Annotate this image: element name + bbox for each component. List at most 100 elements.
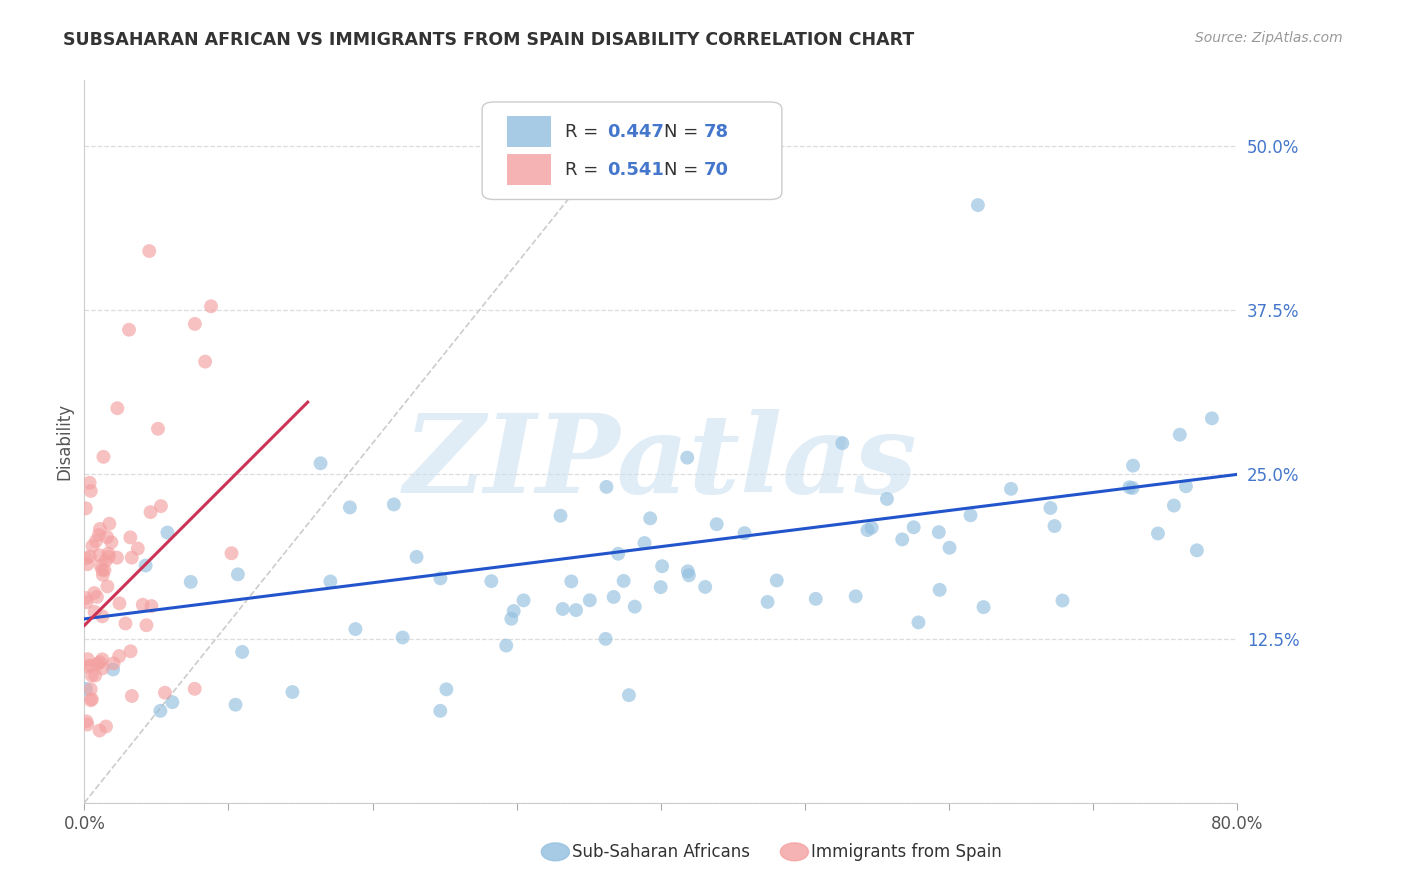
Point xyxy=(633,536,655,550)
Point xyxy=(135,558,157,573)
Point xyxy=(1163,499,1185,513)
Point xyxy=(103,657,125,671)
Point xyxy=(650,580,672,594)
Point xyxy=(845,590,868,604)
Point xyxy=(891,533,914,547)
Point xyxy=(429,704,451,718)
Point xyxy=(80,692,103,706)
Y-axis label: Disability: Disability xyxy=(55,403,73,480)
Point xyxy=(1121,481,1143,495)
Point xyxy=(501,612,523,626)
Bar xyxy=(508,116,551,147)
Point xyxy=(93,450,115,464)
Point xyxy=(391,631,413,645)
Point xyxy=(108,596,131,610)
Point xyxy=(105,550,128,565)
Point xyxy=(121,550,143,565)
Point xyxy=(623,599,645,614)
Point xyxy=(706,517,728,532)
Point xyxy=(1039,500,1062,515)
Point xyxy=(86,657,108,671)
Point xyxy=(141,599,163,613)
Point xyxy=(96,579,118,593)
Text: SUBSAHARAN AFRICAN VS IMMIGRANTS FROM SPAIN DISABILITY CORRELATION CHART: SUBSAHARAN AFRICAN VS IMMIGRANTS FROM SP… xyxy=(63,31,914,49)
Point xyxy=(309,456,332,470)
Point xyxy=(831,436,853,450)
Point xyxy=(76,717,98,731)
Point xyxy=(101,663,124,677)
Point xyxy=(89,549,111,563)
Point xyxy=(225,698,247,712)
Point xyxy=(1174,479,1197,493)
Point xyxy=(90,558,112,573)
Point xyxy=(91,661,114,675)
Point xyxy=(76,558,98,572)
Point xyxy=(75,681,97,696)
Point xyxy=(118,323,141,337)
Point xyxy=(551,602,574,616)
Point xyxy=(120,644,142,658)
Text: Immigrants from Spain: Immigrants from Spain xyxy=(811,843,1002,861)
Point xyxy=(75,591,97,605)
Point xyxy=(1168,427,1191,442)
Point xyxy=(75,714,97,729)
Point xyxy=(876,491,898,506)
Point xyxy=(281,685,304,699)
Point xyxy=(512,593,534,607)
Point xyxy=(1043,519,1066,533)
Point xyxy=(959,508,981,523)
Point xyxy=(84,668,107,682)
Point xyxy=(98,516,121,531)
Point xyxy=(84,534,107,549)
Text: ZIPatlas: ZIPatlas xyxy=(404,409,918,517)
Point xyxy=(108,648,131,663)
Point xyxy=(89,723,111,738)
Point xyxy=(617,688,640,702)
Point xyxy=(87,528,110,542)
Point xyxy=(100,535,122,549)
Text: N =: N = xyxy=(664,123,704,141)
Point xyxy=(194,354,217,368)
Point xyxy=(1185,543,1208,558)
Point xyxy=(928,525,950,540)
Point xyxy=(89,522,111,536)
Point xyxy=(856,523,879,537)
Point xyxy=(550,508,572,523)
Point xyxy=(578,593,600,607)
Point xyxy=(429,571,451,585)
Point xyxy=(602,590,624,604)
Point xyxy=(127,541,149,556)
Point xyxy=(132,598,155,612)
Point xyxy=(96,530,118,544)
Point xyxy=(502,604,524,618)
Text: R =: R = xyxy=(565,161,605,179)
Point xyxy=(734,526,756,541)
Point xyxy=(146,422,169,436)
Point xyxy=(804,591,827,606)
Point xyxy=(595,480,617,494)
Point xyxy=(479,574,502,589)
Point xyxy=(651,559,673,574)
Point xyxy=(75,551,97,566)
Point xyxy=(560,574,582,589)
Point xyxy=(135,618,157,632)
Point xyxy=(1000,482,1022,496)
Point xyxy=(928,582,950,597)
Point xyxy=(138,244,160,258)
FancyBboxPatch shape xyxy=(482,102,782,200)
Point xyxy=(91,568,114,582)
Point xyxy=(75,501,97,516)
Point xyxy=(149,499,172,513)
Point xyxy=(676,564,699,578)
Point xyxy=(595,632,617,646)
Text: Source: ZipAtlas.com: Source: ZipAtlas.com xyxy=(1195,31,1343,45)
Point xyxy=(405,549,427,564)
Point xyxy=(938,541,960,555)
Point xyxy=(765,574,787,588)
Point xyxy=(907,615,929,630)
Point xyxy=(695,580,717,594)
Text: 0.447: 0.447 xyxy=(606,123,664,141)
Point xyxy=(339,500,361,515)
Point xyxy=(91,652,114,666)
Point xyxy=(83,586,105,600)
